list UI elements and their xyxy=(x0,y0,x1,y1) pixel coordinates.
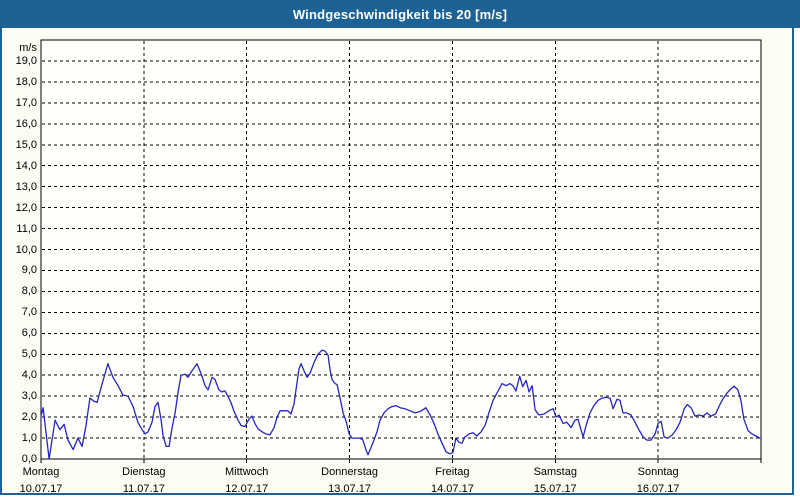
x-axis-day-label: Dienstag xyxy=(122,466,166,478)
y-axis-tick-label: 15,0 xyxy=(15,138,37,151)
x-axis-date-label: 11.07.17 xyxy=(122,483,165,495)
y-axis-tick-label: 8,0 xyxy=(21,285,37,298)
y-axis-tick-label: 18,0 xyxy=(15,75,37,88)
y-axis-tick-label: 13,0 xyxy=(15,180,37,193)
x-axis-date-label: 14.07.17 xyxy=(431,483,474,495)
x-axis-date-label: 16.07.17 xyxy=(636,483,680,495)
x-axis-day-label: Samstag xyxy=(533,466,577,478)
y-axis-tick-label: 12,0 xyxy=(15,201,37,214)
x-axis-date-label: 13.07.17 xyxy=(328,483,371,495)
x-axis-date-label: 12.07.17 xyxy=(225,483,269,495)
y-axis-unit-label: m/s xyxy=(19,42,37,54)
x-axis-date-label: 10.07.17 xyxy=(19,483,63,495)
y-axis-tick-label: 19,0 xyxy=(15,54,37,67)
y-axis-tick-label: 0,0 xyxy=(21,453,37,465)
y-axis-tick-label: 17,0 xyxy=(15,96,37,109)
x-axis-day-label: Donnerstag xyxy=(321,466,378,478)
x-axis-date-label: 15.07.17 xyxy=(533,483,577,495)
window-title: Windgeschwindigkeit bis 20 [m/s] xyxy=(292,6,508,22)
y-axis-tick-label: 14,0 xyxy=(15,159,37,172)
y-axis-tick-label: 7,0 xyxy=(21,306,37,319)
y-axis-tick-label: 6,0 xyxy=(21,327,37,340)
y-axis-tick-label: 2,0 xyxy=(21,411,37,424)
plot-area-border xyxy=(40,39,762,460)
y-axis-tick-label: 5,0 xyxy=(21,348,37,361)
x-axis-day-label: Freitag xyxy=(435,466,470,478)
y-axis-tick-label: 11,0 xyxy=(16,222,37,235)
y-axis-tick-label: 16,0 xyxy=(15,117,37,130)
y-axis-tick-label: 4,0 xyxy=(21,369,37,382)
y-axis-tick-label: 3,0 xyxy=(21,390,37,403)
x-axis-day-label: Montag xyxy=(22,466,60,478)
x-axis-day-label: Sonntag xyxy=(637,466,679,478)
y-axis-tick-label: 9,0 xyxy=(21,264,37,277)
y-axis-tick-label: 10,0 xyxy=(15,243,37,256)
window-title-bar: Windgeschwindigkeit bis 20 [m/s] xyxy=(0,0,800,28)
x-axis-day-label: Mittwoch xyxy=(225,466,269,478)
wind-speed-line xyxy=(40,349,761,460)
y-axis-tick-label: 1,0 xyxy=(21,432,37,445)
